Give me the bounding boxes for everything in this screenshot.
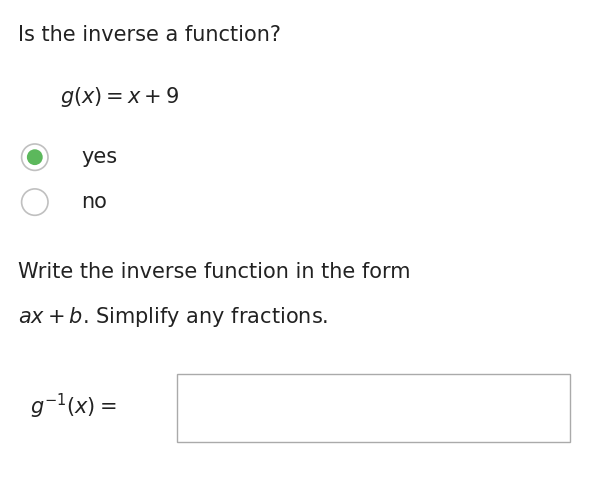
Text: yes: yes [81, 147, 117, 167]
FancyBboxPatch shape [177, 374, 570, 442]
Text: Write the inverse function in the form: Write the inverse function in the form [18, 262, 410, 282]
Ellipse shape [22, 144, 48, 170]
Text: $g(x) = x + 9$: $g(x) = x + 9$ [60, 85, 179, 109]
Text: no: no [81, 192, 107, 212]
Text: $g^{-1}(x) =$: $g^{-1}(x) =$ [30, 392, 116, 421]
Ellipse shape [22, 189, 48, 215]
Text: $ax + b$. Simplify any fractions.: $ax + b$. Simplify any fractions. [18, 305, 328, 329]
Ellipse shape [27, 149, 43, 165]
Text: Is the inverse a function?: Is the inverse a function? [18, 25, 281, 45]
